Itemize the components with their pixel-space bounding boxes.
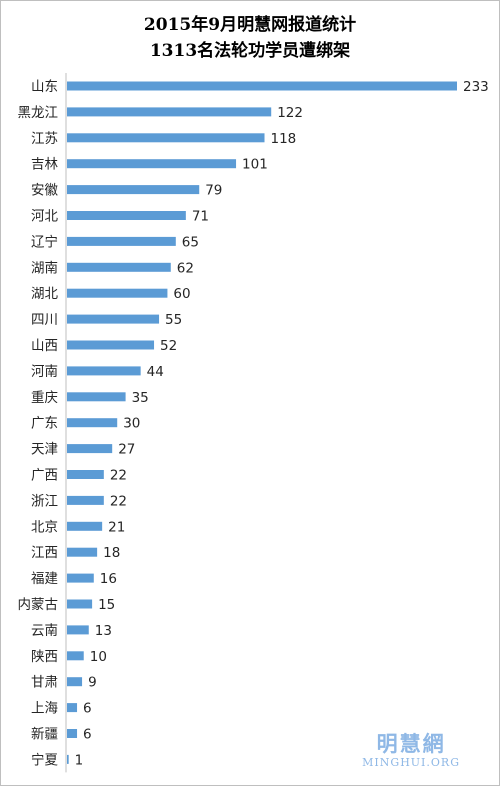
value-label: 6 [83, 701, 92, 717]
bar-2 [67, 133, 265, 143]
category-label: 浙江 [31, 493, 58, 509]
value-label: 1 [75, 752, 84, 768]
category-label: 北京 [31, 519, 58, 535]
value-label: 30 [123, 416, 140, 432]
value-label: 233 [463, 79, 489, 95]
bar-11 [67, 366, 141, 376]
category-label: 吉林 [31, 157, 58, 173]
category-label: 内蒙古 [18, 597, 59, 613]
value-label: 21 [108, 519, 125, 535]
value-label: 79 [205, 183, 222, 199]
category-label: 甘肃 [31, 675, 58, 691]
value-label: 71 [192, 209, 209, 225]
bar-9 [67, 314, 160, 324]
category-label: 广东 [31, 416, 58, 432]
category-label: 黑龙江 [18, 105, 59, 121]
bar-21 [67, 625, 89, 635]
value-label: 15 [98, 597, 115, 613]
category-label: 山西 [31, 338, 58, 354]
bar-24 [67, 703, 78, 713]
value-labels-group: 2331221181017971656260555244353027222221… [75, 79, 489, 768]
category-label: 宁夏 [31, 751, 58, 768]
value-label: 35 [132, 390, 149, 406]
category-label: 江苏 [31, 131, 58, 147]
category-label: 云南 [31, 623, 58, 639]
bar-6 [67, 236, 176, 246]
bar-22 [67, 651, 84, 661]
bar-14 [67, 444, 113, 454]
category-label: 重庆 [31, 390, 58, 406]
bar-3 [67, 159, 237, 169]
bar-5 [67, 211, 186, 220]
category-label: 上海 [31, 701, 58, 717]
bar-17 [67, 521, 103, 531]
bar-10 [67, 340, 155, 350]
value-label: 62 [177, 260, 194, 276]
value-label: 101 [242, 157, 268, 173]
value-label: 27 [118, 442, 135, 458]
bar-23 [67, 677, 83, 687]
bar-13 [67, 418, 118, 428]
value-label: 60 [173, 286, 190, 302]
bar-19 [67, 573, 94, 583]
bar-20 [67, 599, 93, 609]
category-label: 天津 [31, 442, 58, 458]
category-label: 江西 [31, 545, 58, 561]
minghui-watermark: 明慧網 MINGHUI.ORG [362, 732, 460, 770]
category-label: 辽宁 [31, 233, 58, 250]
category-label: 河北 [31, 209, 58, 225]
value-label: 65 [182, 234, 199, 250]
value-label: 6 [83, 727, 92, 743]
category-label: 新疆 [31, 727, 58, 743]
value-label: 18 [103, 545, 120, 561]
bar-18 [67, 547, 98, 557]
chart-title-line-1: 2015年9月明慧网报道统计 [143, 15, 357, 35]
value-label: 22 [110, 468, 127, 484]
value-label: 44 [147, 364, 164, 380]
value-label: 13 [95, 623, 112, 639]
value-label: 9 [88, 675, 97, 691]
bar-8 [67, 288, 168, 298]
bar-0 [67, 81, 457, 91]
category-labels-group: 山东黑龙江江苏吉林安徽河北辽宁湖南湖北四川山西河南重庆广东天津广西浙江北京江西福… [18, 79, 59, 768]
category-label: 湖南 [31, 260, 58, 276]
category-label: 陕西 [31, 649, 58, 665]
bar-1 [67, 107, 272, 117]
category-label: 河南 [31, 364, 58, 380]
value-label: 122 [277, 105, 303, 121]
value-label: 10 [90, 649, 107, 665]
category-label: 广西 [31, 468, 58, 484]
value-label: 52 [160, 338, 177, 354]
watermark-url-text: MINGHUI.ORG [362, 756, 460, 769]
bar-12 [67, 392, 126, 402]
value-label: 55 [165, 312, 182, 328]
bar-26 [67, 754, 69, 764]
category-label: 安徽 [31, 183, 58, 199]
category-label: 四川 [31, 312, 58, 328]
bars-group [67, 81, 457, 764]
bar-4 [67, 185, 200, 195]
bar-16 [67, 495, 104, 505]
category-label: 山东 [31, 79, 58, 95]
bar-7 [67, 262, 171, 272]
value-label: 16 [100, 571, 117, 587]
bar-25 [67, 729, 78, 738]
chart-title-line-2: 1313名法轮功学员遭绑架 [149, 41, 351, 61]
value-label: 22 [110, 493, 127, 509]
watermark-logo-text: 明慧網 [376, 732, 446, 756]
value-label: 118 [271, 131, 297, 147]
category-label: 湖北 [31, 286, 58, 302]
bar-15 [67, 470, 104, 479]
category-label: 福建 [31, 571, 58, 587]
